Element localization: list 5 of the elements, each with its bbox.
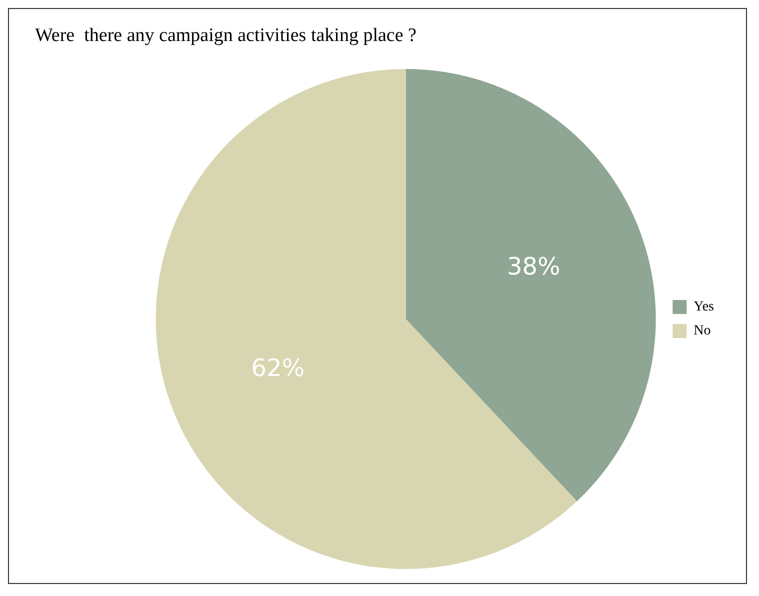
legend-label: No: [694, 324, 711, 339]
chart-title: Were there any campaign activities taking place ?: [35, 25, 416, 47]
data-label: 62%: [251, 354, 305, 382]
legend-label: Yes: [694, 300, 714, 315]
data-label: 38%: [506, 252, 560, 281]
